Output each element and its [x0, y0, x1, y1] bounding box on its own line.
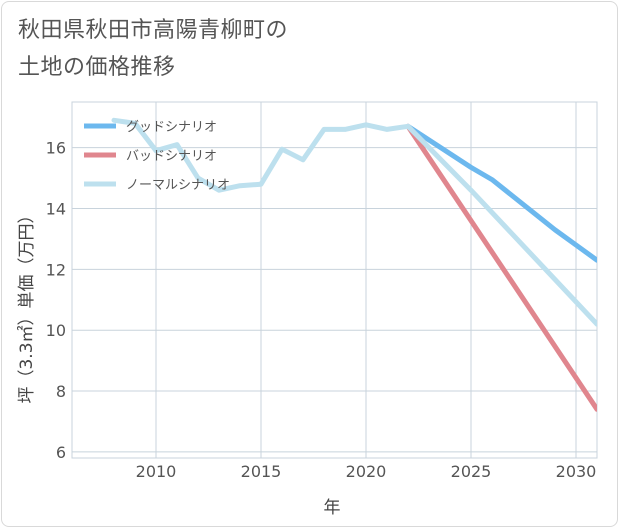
chart-title-line-2: 土地の価格推移	[18, 55, 176, 80]
x-tick-label: 2010	[136, 462, 177, 481]
x-axis-label: 年	[324, 498, 341, 518]
legend-label-0: グッドシナリオ	[126, 120, 217, 135]
y-tick-label: 10	[46, 321, 66, 340]
chart-title-line-1: 秋田県秋田市高陽青柳町の	[18, 18, 289, 43]
series-line-0	[405, 123, 597, 263]
x-tick-label: 2025	[451, 462, 492, 481]
y-tick-label: 12	[46, 260, 66, 279]
y-tick-label: 14	[46, 199, 66, 218]
x-tick-label: 2015	[241, 462, 282, 481]
series-line-2	[111, 117, 597, 327]
plot-frame	[71, 101, 598, 459]
y-tick-label: 16	[46, 139, 66, 158]
series-layer	[111, 117, 597, 412]
legend-label-1: バッドシナリオ	[126, 149, 217, 164]
y-axis-label: 坪（3.3㎡）単価（万円）	[17, 206, 37, 403]
series-line-1	[405, 123, 597, 412]
x-tick-label: 2020	[346, 462, 387, 481]
legend-label-2: ノーマルシナリオ	[126, 178, 230, 193]
y-tick-label: 6	[56, 443, 66, 462]
chart-title: 秋田県秋田市高陽青柳町の 土地の価格推移	[18, 12, 288, 86]
x-tick-label: 2030	[556, 462, 597, 481]
tick-labels: 2010 2015 2020 2025 2030 6 8 10 12 14 16	[46, 139, 597, 481]
y-tick-label: 8	[56, 382, 66, 401]
